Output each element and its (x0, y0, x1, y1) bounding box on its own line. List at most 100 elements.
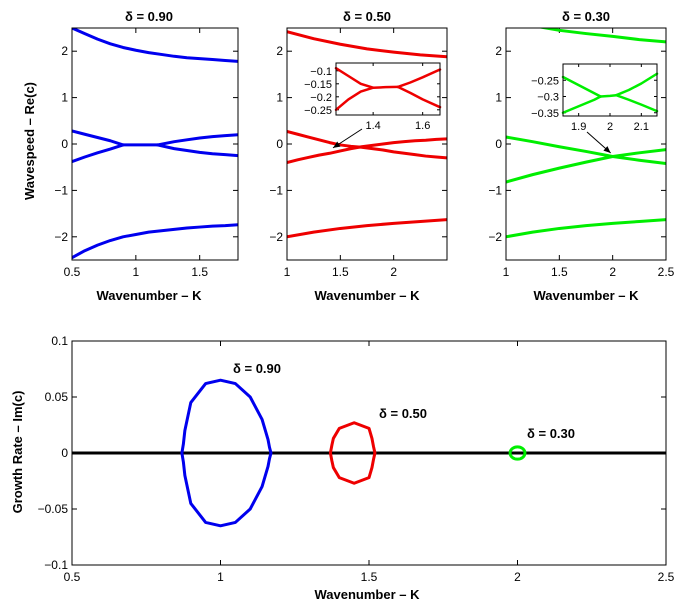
curve-branch-5 (156, 143, 238, 158)
y-tick-label: −0.2 (310, 92, 332, 104)
inset-curve-0 (561, 75, 602, 98)
annotation-delta-0-50: δ = 0.50 (379, 406, 427, 421)
y-tick-label: 0 (276, 137, 283, 151)
x-tick-label: 2.5 (658, 265, 675, 279)
y-tick-label: −0.35 (531, 108, 559, 120)
y-tick-label: −0.25 (304, 105, 332, 117)
x-tick-label: 2 (514, 570, 521, 584)
y-tick-label: −1 (269, 183, 283, 197)
inset-curve-1 (561, 95, 602, 114)
panel-frame (71, 27, 239, 261)
y-tick-label: −0.05 (38, 502, 69, 516)
panel1-xlabel: Wavenumber – K (97, 288, 203, 303)
y-tick-label: −2 (488, 230, 502, 244)
inset-curve-4 (615, 93, 659, 113)
panel-frame (286, 27, 448, 261)
panel2-xlabel: Wavenumber – K (315, 288, 421, 303)
y-tick-label: 0.05 (45, 390, 69, 404)
inset: 1.9 2 2.1 −0.25 −0.3 −0.35 (531, 63, 659, 154)
x-tick-label: 1.4 (365, 120, 380, 132)
y-tick-label: 2 (61, 44, 68, 58)
inset-frame (335, 62, 441, 116)
panel4-ylabel: Growth Rate – Im(c) (10, 391, 25, 514)
x-tick-label: 0.5 (64, 265, 81, 279)
growth-loop-2 (508, 445, 527, 461)
panel4-xlabel: Wavenumber – K (315, 587, 421, 602)
curve-branch-2 (72, 143, 125, 164)
y-tick-label: −0.3 (537, 92, 559, 104)
curve-branch-3 (506, 218, 666, 239)
panel-frame (71, 340, 667, 566)
inset-frame (562, 63, 658, 117)
curve-branch-4 (156, 133, 238, 147)
x-tick-label: 1 (284, 265, 291, 279)
annotation-delta-0-90: δ = 0.90 (233, 361, 281, 376)
curve-branch-0 (287, 30, 447, 59)
x-tick-label: 1.5 (332, 265, 349, 279)
inset-curve-0 (334, 66, 375, 89)
y-tick-label: 2 (495, 44, 502, 58)
series-group (287, 30, 447, 239)
growth-loop-0 (180, 378, 273, 528)
inset-arrow-head (603, 146, 611, 153)
curve-branch-1 (506, 135, 666, 165)
panel1-ylabel: Wavespeed – Re(c) (22, 82, 37, 200)
y-tick-label: −2 (269, 230, 283, 244)
inset-curve-2 (371, 85, 400, 89)
x-tick-label: 1 (133, 265, 140, 279)
curve-branch-1 (287, 129, 447, 160)
growth-loop-1 (328, 421, 377, 485)
x-tick-label: 1.6 (415, 120, 430, 132)
y-tick-label: −2 (54, 230, 68, 244)
series-group (72, 28, 238, 260)
y-tick-label: −0.25 (531, 75, 559, 87)
curve-branch-0 (537, 28, 666, 44)
inset-background (336, 63, 440, 115)
panel-delta-0-30: δ = 0.30 Wavenumber – K 1 1.5 2 2.5−2−10121… (488, 9, 674, 303)
panel-delta-0-90: δ = 0.90 Wavenumber – K Wavespeed – Re(c… (22, 9, 239, 303)
x-tick-label: 1.9 (571, 121, 586, 133)
y-tick-label: 0 (495, 137, 502, 151)
curve-branch-0 (72, 28, 238, 63)
x-tick-label: 1 (503, 265, 510, 279)
x-tick-label: 1.5 (191, 265, 208, 279)
x-tick-label: 0.5 (64, 570, 81, 584)
panel3-xlabel: Wavenumber – K (534, 288, 640, 303)
y-tick-label: −0.1 (310, 66, 332, 78)
annotation-delta-0-30: δ = 0.30 (527, 426, 575, 441)
y-tick-label: −1 (488, 183, 502, 197)
curve-branch-3 (287, 218, 447, 239)
y-tick-label: −0.1 (44, 558, 68, 572)
y-tick-label: 2 (276, 44, 283, 58)
x-tick-label: 2.5 (658, 570, 675, 584)
x-tick-label: 2 (609, 265, 616, 279)
y-tick-label: 1 (495, 91, 502, 105)
y-tick-label: −0.15 (304, 79, 332, 91)
inset-arrow-head (333, 141, 341, 148)
panel3-title: δ = 0.30 (562, 9, 610, 24)
curve-branch-6 (72, 223, 238, 260)
y-tick-label: 1 (276, 91, 283, 105)
curve-branch-2 (506, 148, 666, 184)
x-tick-label: 2.1 (634, 121, 649, 133)
y-tick-label: −1 (54, 183, 68, 197)
inset-curve-2 (599, 93, 618, 98)
panel-frame (505, 27, 667, 261)
x-tick-label: 1 (217, 570, 224, 584)
curve-branch-1 (72, 129, 125, 147)
x-tick-label: 2 (390, 265, 397, 279)
x-tick-label: 1.5 (551, 265, 568, 279)
y-tick-label: 1 (61, 91, 68, 105)
inset-curve-1 (334, 86, 375, 112)
inset-curve-4 (396, 85, 442, 109)
y-tick-label: 0 (61, 137, 68, 151)
x-tick-label: 2 (607, 121, 613, 133)
panel1-title: δ = 0.90 (125, 9, 173, 24)
series-group (506, 28, 666, 239)
inset: 1.4 1.6 −0.1−0.15−0.2−0.25 (304, 62, 442, 149)
y-tick-label: 0 (61, 446, 68, 460)
curve-branch-2 (287, 137, 447, 165)
inset-curve-3 (396, 68, 442, 89)
